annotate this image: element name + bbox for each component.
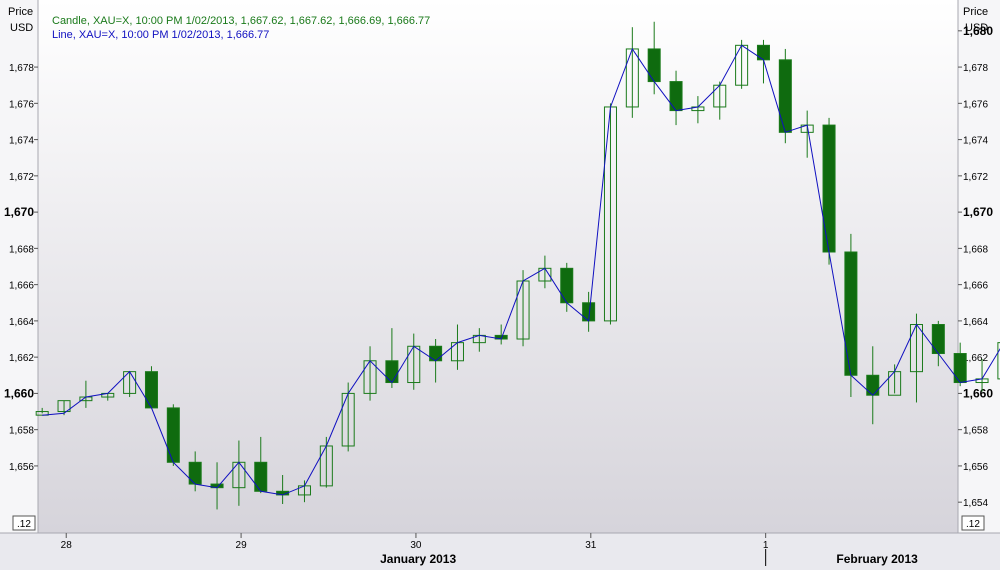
right-axis-footer-box: [961, 515, 985, 531]
candle-up: [735, 44, 749, 86]
candle-down: [866, 374, 880, 396]
left-y-tick-label: 1,674: [9, 136, 34, 147]
x-month-label: February 2013: [836, 552, 918, 566]
right-axis-panel: [958, 0, 1000, 533]
candle-up: [319, 445, 333, 487]
right-y-tick-label: 1,668: [963, 244, 988, 255]
x-axis: 28 29 30 31 1 January 2013 February 2013: [61, 533, 918, 566]
left-y-tick-label: 1,666: [9, 281, 34, 292]
x-month-label: January 2013: [380, 552, 456, 566]
candle-down: [166, 407, 180, 463]
candle-up: [407, 345, 421, 384]
left-y-tick-label: 1,670: [4, 205, 34, 219]
candle-down: [188, 461, 202, 485]
candle-up: [603, 106, 617, 322]
right-y-tick-label: 1,656: [963, 462, 988, 473]
candle-up: [516, 280, 530, 340]
candle-down: [756, 44, 770, 61]
candle-down: [778, 59, 792, 133]
candle-down: [144, 371, 158, 409]
left-axis-panel: [0, 0, 38, 533]
left-y-tick-label: 1,676: [9, 99, 34, 110]
right-y-tick-label: 1,662: [963, 353, 988, 364]
right-axis-title-price: Price: [963, 6, 988, 18]
candle-down: [844, 251, 858, 376]
candle-up: [909, 324, 923, 373]
candle-down: [385, 360, 399, 384]
x-tick-label: 30: [410, 540, 422, 551]
line-series: [42, 44, 1000, 496]
right-y-tick-label: 1,676: [963, 99, 988, 110]
candle-up: [35, 411, 49, 416]
right-y-tick-label: 1,664: [963, 317, 988, 328]
right-y-axis: 1,680 1,678 1,676 1,674 1,672 1,670 1,668 1,666…: [958, 24, 993, 509]
left-axis-footer-box: [12, 515, 36, 531]
x-tick-label: 29: [236, 540, 248, 551]
candle-down: [647, 48, 661, 83]
x-tick-label: 28: [61, 540, 73, 551]
candle-down: [822, 124, 836, 253]
candle-down: [254, 461, 268, 492]
left-y-axis: 1,678 1,676 1,674 1,672 1,670 1,668 1,666 1,664…: [4, 63, 38, 473]
candle-up: [57, 400, 71, 413]
right-y-tick-label: 1,654: [963, 498, 988, 509]
right-axis-footer: .12: [966, 519, 980, 530]
left-y-tick-label: 1,668: [9, 244, 34, 255]
x-axis-panel: [0, 533, 1000, 570]
left-y-tick-label: 1,662: [9, 353, 34, 364]
x-tick-label: 1: [763, 540, 769, 551]
candle-up: [450, 342, 464, 362]
candle-up: [625, 48, 639, 108]
legend-line: Line, XAU=X, 10:00 PM 1/02/2013, 1,666.7…: [52, 29, 269, 41]
candle-up: [713, 84, 727, 108]
candle-up: [123, 371, 137, 394]
right-axis-title-currency: USD: [965, 22, 988, 34]
right-y-tick-label: 1,672: [963, 172, 988, 183]
candle-down: [931, 324, 945, 355]
right-y-tick-label: 1,680: [963, 24, 993, 38]
left-y-tick-label: 1,678: [9, 63, 34, 74]
left-y-tick-label: 1,664: [9, 317, 34, 328]
left-y-tick-label: 1,656: [9, 462, 34, 473]
left-axis-title-price: Price: [8, 6, 33, 18]
candle-up: [341, 392, 355, 447]
left-y-tick-label: 1,672: [9, 172, 34, 183]
candle-up: [997, 342, 1000, 380]
candle-down: [669, 81, 683, 112]
left-y-tick-label: 1,658: [9, 426, 34, 437]
right-y-tick-label: 1,670: [963, 205, 993, 219]
x-tick-label: 31: [585, 540, 597, 551]
left-axis-title-currency: USD: [10, 22, 33, 34]
right-y-tick-label: 1,678: [963, 63, 988, 74]
candle-down: [953, 353, 967, 384]
candle-up: [232, 461, 246, 489]
left-axis-footer: .12: [17, 519, 31, 530]
candle-down: [560, 267, 574, 304]
right-y-tick-label: 1,658: [963, 426, 988, 437]
right-y-tick-label: 1,674: [963, 136, 988, 147]
right-y-tick-label: 1,660: [963, 386, 993, 400]
legend-candle: Candle, XAU=X, 10:00 PM 1/02/2013, 1,667…: [52, 15, 430, 27]
right-y-tick-label: 1,666: [963, 281, 988, 292]
candle-up: [888, 371, 902, 396]
plot-area[interactable]: [38, 0, 958, 533]
left-y-tick-label: 1,660: [4, 386, 34, 400]
